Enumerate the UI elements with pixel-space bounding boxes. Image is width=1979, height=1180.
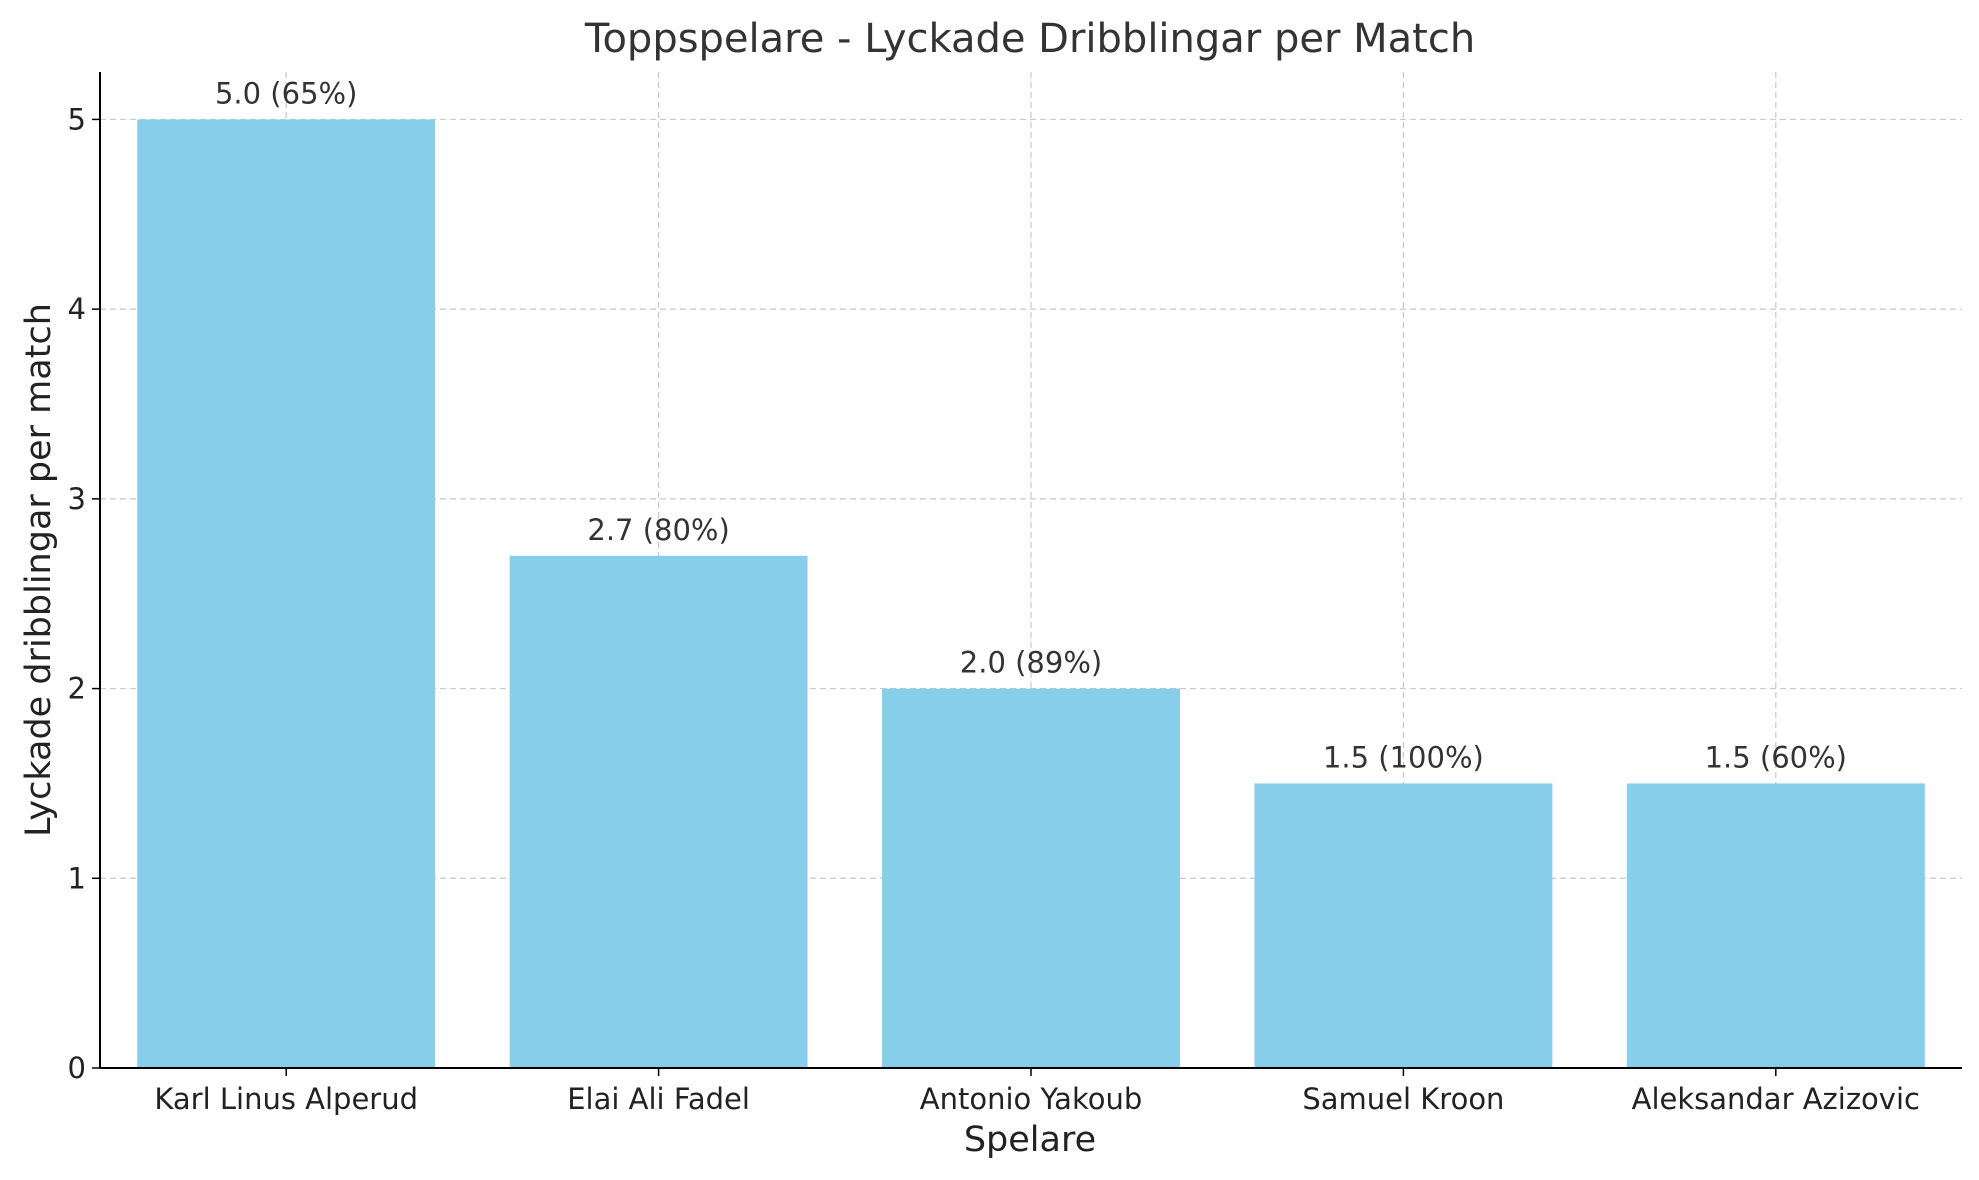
- bar-value-label: 2.0 (89%): [960, 646, 1102, 680]
- bar: [1626, 783, 1925, 1068]
- bar-value-label: 1.5 (60%): [1705, 740, 1847, 774]
- bar-value-label: 5.0 (65%): [215, 76, 357, 110]
- bars: [137, 119, 1925, 1068]
- x-tick-label: Samuel Kroon: [1302, 1082, 1504, 1116]
- y-tick-label: 5: [68, 102, 86, 136]
- bar: [882, 688, 1180, 1068]
- y-tick-label: 1: [68, 861, 86, 895]
- x-tick-label: Elai Ali Fadel: [567, 1082, 750, 1116]
- bar: [509, 555, 808, 1068]
- chart-title: Toppspelare - Lyckade Dribblingar per Ma…: [584, 16, 1475, 62]
- bar-value-label: 2.7 (80%): [587, 513, 729, 547]
- x-ticks: Karl Linus Alperud Elai Ali Fadel Antonio …: [154, 1068, 1920, 1116]
- bar-value-label: 1.5 (100%): [1323, 740, 1484, 774]
- x-tick-label: Antonio Yakoub: [920, 1082, 1143, 1116]
- bar-value-labels: 5.0 (65%) 2.7 (80%) 2.0 (89%) 1.5 (100%) 1.5…: [215, 76, 1847, 774]
- y-tick-label: 4: [68, 292, 86, 326]
- y-axis-label: Lyckade dribblingar per match: [19, 303, 59, 837]
- y-tick-label: 2: [68, 672, 86, 706]
- bar: [137, 119, 436, 1068]
- x-axis-label: Spelare: [964, 1120, 1096, 1160]
- y-tick-label: 0: [68, 1051, 86, 1085]
- y-tick-label: 3: [68, 482, 86, 516]
- x-tick-label: Aleksandar Azizovic: [1632, 1082, 1920, 1116]
- bar: [1254, 783, 1553, 1068]
- y-ticks: 0 1 2 3 4 5: [68, 102, 100, 1085]
- x-tick-label: Karl Linus Alperud: [154, 1082, 418, 1116]
